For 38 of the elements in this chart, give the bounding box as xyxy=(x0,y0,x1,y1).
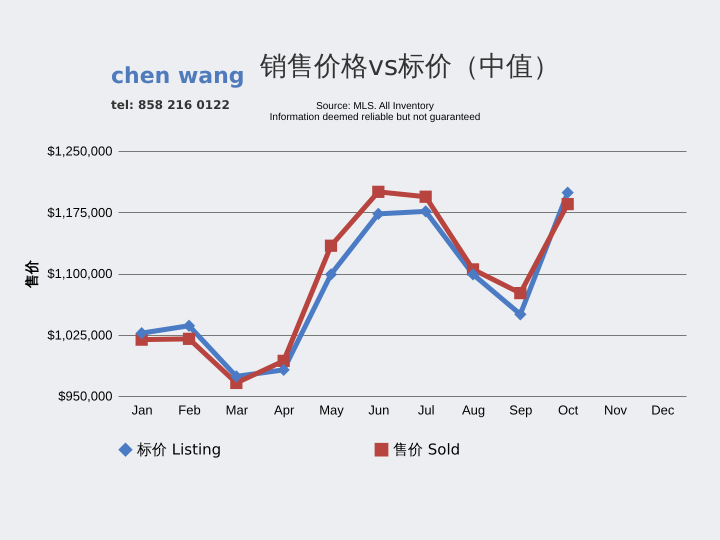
y-tick-label: $1,250,000 xyxy=(47,144,112,158)
legend-label: 售价 Sold xyxy=(393,440,460,459)
x-tick-label: Aug xyxy=(462,402,486,418)
point xyxy=(136,326,148,340)
x-tick-label: Apr xyxy=(274,402,295,418)
text: Information deemed reliable but not guaranteed xyxy=(268,112,482,123)
point xyxy=(420,190,432,203)
y-tick-label: $1,100,000 xyxy=(47,266,112,281)
x-tick-label: Jun xyxy=(368,402,390,418)
legend-label: 标价 Listing xyxy=(136,440,222,459)
point xyxy=(562,198,574,210)
x-tick-label: Nov xyxy=(604,402,628,418)
y-tick-label: $950,000 xyxy=(58,388,112,404)
y-axis-title: 售价 xyxy=(24,259,40,289)
point xyxy=(514,308,526,320)
x-tick-label: Mar xyxy=(226,402,249,418)
chart-title: 销售价格vs标价（中值） xyxy=(258,51,560,82)
x-tick-label: Jul xyxy=(418,402,435,418)
point xyxy=(372,186,384,198)
point xyxy=(182,332,196,345)
point xyxy=(514,286,526,300)
y-tick-label: $1,025,000 xyxy=(47,327,112,342)
x-tick-label: Dec xyxy=(651,402,675,418)
point xyxy=(230,370,242,383)
y-tick-label: $1,175,000 xyxy=(47,204,112,220)
x-tick-label: Sep xyxy=(509,402,532,418)
x-tick-label: Feb xyxy=(178,402,201,418)
point xyxy=(562,186,574,199)
point xyxy=(324,240,338,252)
source-note: Source: MLS. All Inventory xyxy=(315,101,435,112)
text: chen wang xyxy=(111,64,245,89)
point xyxy=(278,354,290,368)
x-tick-label: Jan xyxy=(132,402,153,418)
text: tel: 858 216 0122 xyxy=(111,98,230,112)
point xyxy=(324,268,338,280)
point xyxy=(466,268,480,280)
x-tick-label: May xyxy=(319,402,344,418)
x-tick-label: Oct xyxy=(558,402,579,418)
